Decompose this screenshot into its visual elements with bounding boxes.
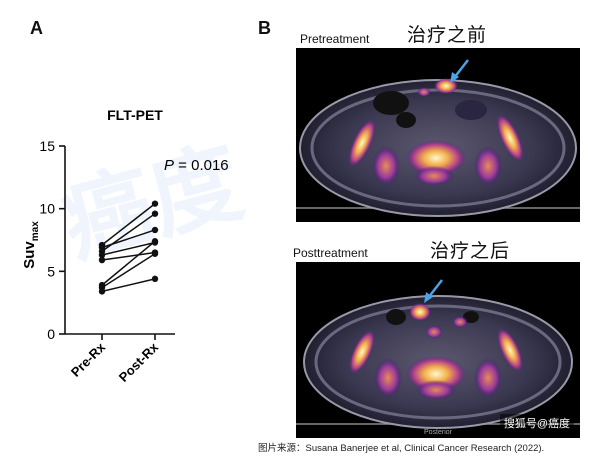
y-tick-label: 15: [39, 138, 55, 154]
posttreatment-cn-label: 治疗之后: [430, 241, 511, 262]
y-tick-label: 5: [47, 263, 55, 279]
pretreatment-arrow-icon: [453, 59, 469, 79]
pretreatment-cn-label: 治疗之前: [407, 25, 488, 46]
data-point: [98, 288, 106, 295]
data-point: [151, 275, 159, 283]
posttreatment-label: Posttreatment: [293, 246, 368, 260]
x-tick-label: Post-Rx: [116, 339, 162, 385]
pretreatment-label: Pretreatment: [300, 32, 370, 46]
panel-b-letter: B: [258, 18, 271, 38]
y-axis-label-sub: max: [30, 221, 41, 241]
x-tick-label: Pre-Rx: [68, 339, 109, 380]
data-point: [151, 238, 159, 245]
data-point: [151, 200, 159, 207]
series-line: [101, 213, 156, 252]
series-line: [101, 241, 156, 256]
p-value: = 0.016: [174, 157, 229, 174]
posttreatment-arrow-icon: [427, 279, 443, 299]
data-point: [151, 226, 159, 234]
y-axis-label-main: Suv: [21, 241, 38, 269]
chart-title: FLT-PET: [107, 107, 163, 123]
y-tick-label: 0: [47, 326, 55, 342]
p-symbol: P: [164, 157, 174, 174]
series-line: [101, 278, 156, 293]
posttreatment-scan: Posterior 搜狐号@癌度: [296, 262, 580, 438]
series-line: [101, 251, 156, 261]
data-point: [151, 250, 159, 257]
y-tick-label: 10: [39, 201, 55, 217]
series-line: [101, 253, 156, 289]
image-credit: 图片来源：Susana Banerjee et al, Clinical Can…: [258, 443, 545, 454]
pretreatment-scan: [296, 48, 580, 222]
series-line: [101, 203, 156, 246]
posterior-text: Posterior: [424, 429, 453, 436]
y-axis-label: Suvmax: [21, 221, 41, 269]
sohu-watermark: 搜狐号@癌度: [499, 414, 574, 432]
data-point: [98, 256, 106, 264]
data-point: [98, 251, 106, 259]
flt-pet-chart: FLT-PET Suvmax P = 0.016 0 5 10 15 Pre-Rx Po…: [21, 107, 229, 385]
series-line: [101, 240, 156, 286]
p-value-annotation: P = 0.016: [164, 157, 229, 174]
data-point: [151, 210, 159, 217]
panel-a-letter: A: [30, 18, 43, 38]
